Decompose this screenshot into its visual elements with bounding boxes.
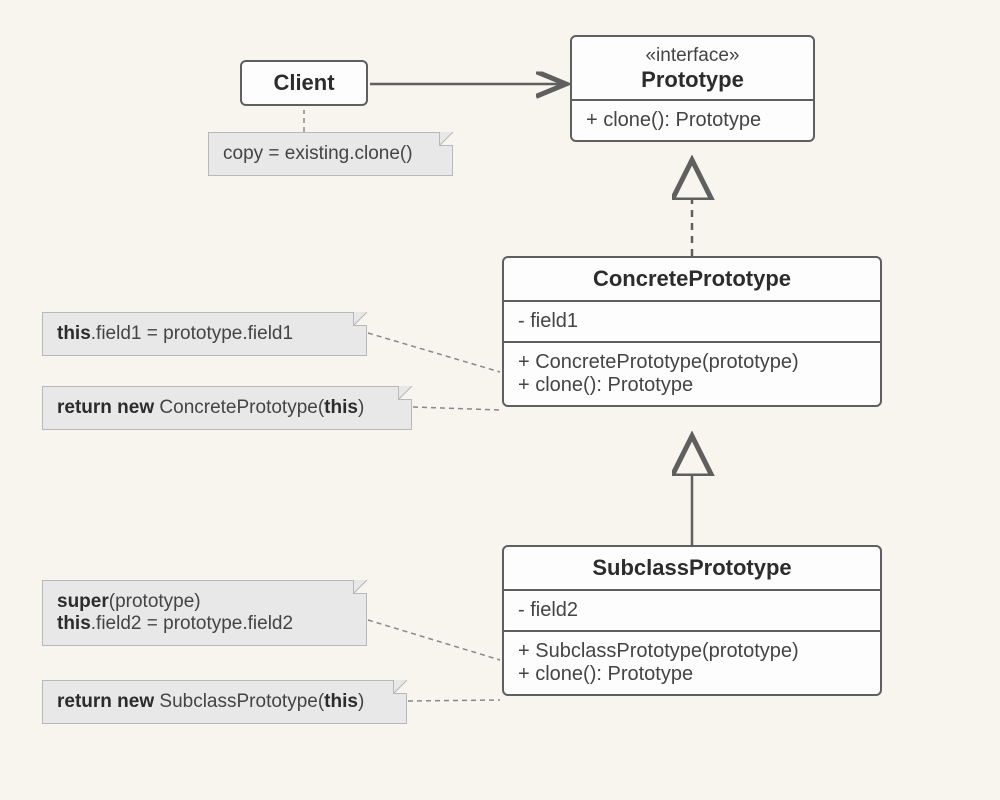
uml-class-subclass-prototype: SubclassPrototype - field2 + SubclassPro…	[502, 545, 882, 696]
note-fold-icon	[353, 580, 367, 594]
method: + clone(): Prototype	[518, 663, 866, 686]
note-fold-icon	[398, 386, 412, 400]
class-title: ConcretePrototype	[504, 258, 880, 302]
uml-class-concrete-prototype: ConcretePrototype - field1 + ConcretePro…	[502, 256, 882, 407]
field: - field2	[518, 599, 866, 622]
edge-note-subclass-ctor	[368, 620, 500, 660]
class-methods: + SubclassPrototype(prototype) + clone()…	[504, 632, 880, 694]
note-fold-icon	[393, 680, 407, 694]
note-line: this.field1 = prototype.field1	[57, 323, 352, 345]
uml-class-client: Client	[240, 60, 368, 106]
note-line: this.field2 = prototype.field2	[57, 613, 352, 635]
note-subclass-clone: return new SubclassPrototype(this)	[42, 680, 407, 724]
class-fields: - field2	[504, 591, 880, 632]
class-methods: + clone(): Prototype	[572, 101, 813, 140]
method: + clone(): Prototype	[518, 374, 866, 397]
edge-note-concrete-clone	[413, 407, 500, 410]
note-concrete-ctor: this.field1 = prototype.field1	[42, 312, 367, 356]
method: + clone(): Prototype	[586, 109, 799, 132]
edge-note-subclass-clone	[408, 700, 500, 701]
method: + ConcretePrototype(prototype)	[518, 351, 866, 374]
stereotype-label: «interface»	[586, 45, 799, 67]
class-methods: + ConcretePrototype(prototype) + clone()…	[504, 343, 880, 405]
class-title: Prototype	[586, 67, 799, 93]
note-subclass-ctor: super(prototype) this.field2 = prototype…	[42, 580, 367, 646]
note-line: return new SubclassPrototype(this)	[57, 691, 392, 713]
note-line: return new ConcretePrototype(this)	[57, 397, 397, 419]
note-line: copy = existing.clone()	[223, 143, 438, 165]
class-title: SubclassPrototype	[504, 547, 880, 591]
note-concrete-clone: return new ConcretePrototype(this)	[42, 386, 412, 430]
edge-note-concrete-ctor	[368, 333, 500, 372]
note-fold-icon	[353, 312, 367, 326]
field: - field1	[518, 310, 866, 333]
note-fold-icon	[439, 132, 453, 146]
method: + SubclassPrototype(prototype)	[518, 640, 866, 663]
uml-interface-prototype: «interface» Prototype + clone(): Prototy…	[570, 35, 815, 142]
class-title: Client	[242, 62, 366, 104]
note-client-clone: copy = existing.clone()	[208, 132, 453, 176]
note-line: super(prototype)	[57, 591, 352, 613]
class-fields: - field1	[504, 302, 880, 343]
